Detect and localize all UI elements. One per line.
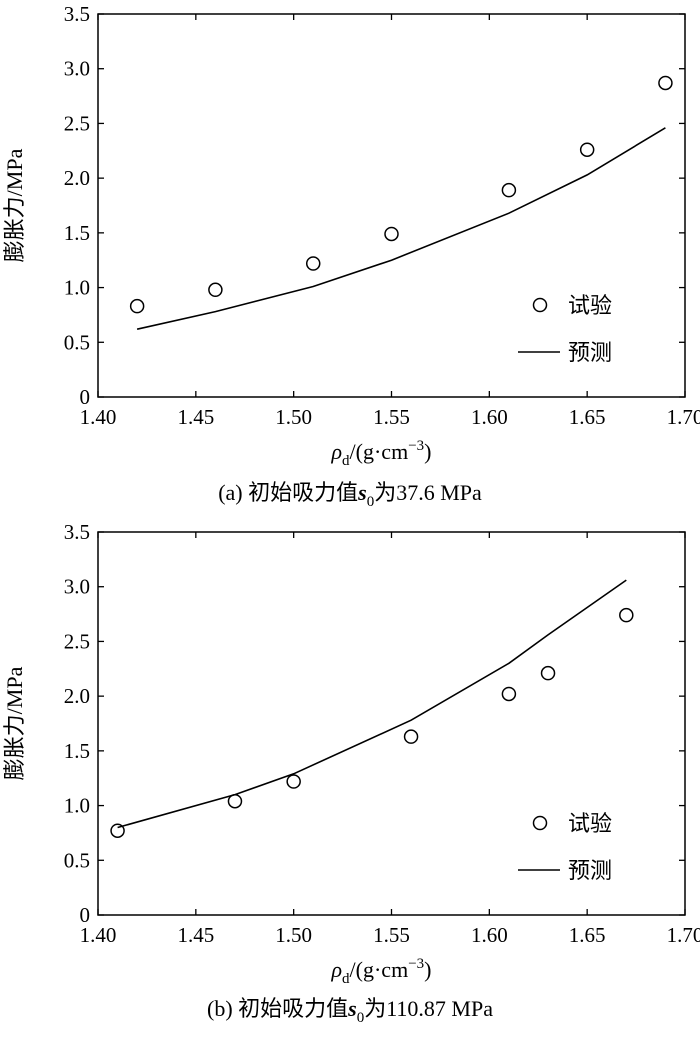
test-data-point <box>208 282 223 298</box>
legend-label-pred: 预测 <box>568 859 612 884</box>
x-axis-subscript: d <box>342 971 350 987</box>
caption-suffix: 为110.87 MPa <box>364 996 493 1021</box>
caption-subscript: 0 <box>357 1010 365 1026</box>
x-axis-symbol: ρ <box>330 439 342 464</box>
plot-frame <box>97 531 686 916</box>
y-tick-label: 2.0 <box>64 684 90 708</box>
chart-caption: (a) 初始吸力值s0为37.6 MPa <box>218 480 482 510</box>
chart-panel-b: 1.40 1.45 1.50 1.55 1.60 1.65 1.70 0 0.5 1.0 1.5 2.… <box>2 520 700 1026</box>
x-tick-label: 1.70 <box>667 923 700 947</box>
x-axis-label: ρd/(g·cm−3) <box>330 438 431 469</box>
test-data-point <box>619 607 634 623</box>
y-tick-label: 0 <box>80 385 91 409</box>
x-tick-label: 1.55 <box>373 405 410 429</box>
x-axis-unit: /(g·cm <box>350 439 409 464</box>
x-tick-label: 1.65 <box>569 923 606 947</box>
x-tick-label: 1.40 <box>80 405 117 429</box>
x-axis-symbol: ρ <box>330 957 342 982</box>
x-axis-close: ) <box>424 439 431 464</box>
y-axis-label: 膨胀力/MPa <box>2 666 27 780</box>
x-axis-superscript: −3 <box>408 956 424 972</box>
legend-label-test: 试验 <box>568 294 612 319</box>
x-axis-close: ) <box>424 957 431 982</box>
test-data-point <box>384 226 399 242</box>
caption-subscript: 0 <box>367 494 375 510</box>
test-data-point <box>305 256 321 271</box>
y-axis-label: 膨胀力/MPa <box>2 148 27 262</box>
legend-marker-test <box>532 815 548 831</box>
x-tick-label: 1.60 <box>471 923 508 947</box>
caption-suffix: 为37.6 MPa <box>374 480 482 505</box>
test-data-point <box>129 298 145 314</box>
x-tick-label: 1.70 <box>667 405 700 429</box>
x-tick-label: 1.50 <box>275 923 312 947</box>
caption-prefix: (a) 初始吸力值 <box>218 480 358 505</box>
prediction-line <box>117 579 627 829</box>
test-data-point <box>110 823 125 838</box>
y-tick-label: 1.0 <box>64 794 90 818</box>
x-axis-unit: /(g·cm <box>350 957 409 982</box>
chart-panel-a: 1.40 1.45 1.50 1.55 1.60 1.65 1.70 0 0.5 1.0 1.5 2.… <box>2 2 700 510</box>
x-tick-label: 1.45 <box>177 923 214 947</box>
y-tick-label: 2.0 <box>64 166 90 190</box>
test-data-point <box>658 75 673 91</box>
test-data-point <box>501 182 517 198</box>
x-tick-label: 1.40 <box>80 923 117 947</box>
x-axis-subscript: d <box>342 453 350 469</box>
test-data-point <box>540 665 556 681</box>
y-tick-label: 1.5 <box>64 221 90 245</box>
x-tick-label: 1.55 <box>373 923 410 947</box>
y-tick-label: 1.5 <box>64 739 90 763</box>
caption-prefix: (b) 初始吸力值 <box>207 996 348 1021</box>
plot-frame <box>97 13 686 398</box>
x-tick-label: 1.65 <box>569 405 606 429</box>
test-data-point <box>286 774 301 789</box>
legend-marker-test <box>532 297 548 313</box>
test-data-point <box>403 729 419 744</box>
x-axis-superscript: −3 <box>408 438 424 454</box>
chart-caption: (b) 初始吸力值s0为110.87 MPa <box>207 996 493 1026</box>
y-tick-label: 0.5 <box>64 330 90 354</box>
legend-label-pred: 预测 <box>568 341 612 366</box>
x-tick-label: 1.50 <box>275 405 312 429</box>
y-tick-label: 2.5 <box>64 629 90 653</box>
y-tick-label: 3.5 <box>64 2 90 26</box>
y-tick-label: 3.5 <box>64 520 90 544</box>
y-tick-label: 1.0 <box>64 276 90 300</box>
y-tick-label: 2.5 <box>64 111 90 135</box>
legend-label-test: 试验 <box>568 812 612 837</box>
y-tick-label: 3.0 <box>64 575 90 599</box>
y-tick-label: 3.0 <box>64 57 90 81</box>
y-tick-label: 0.5 <box>64 848 90 872</box>
caption-variable: s <box>357 480 367 505</box>
y-tick-label: 0 <box>80 903 91 927</box>
test-data-point <box>501 686 517 702</box>
x-axis-label: ρd/(g·cm−3) <box>330 956 431 987</box>
x-tick-label: 1.45 <box>177 405 214 429</box>
prediction-line <box>136 127 666 330</box>
test-data-point <box>579 142 595 157</box>
caption-variable: s <box>347 996 357 1021</box>
x-tick-label: 1.60 <box>471 405 508 429</box>
